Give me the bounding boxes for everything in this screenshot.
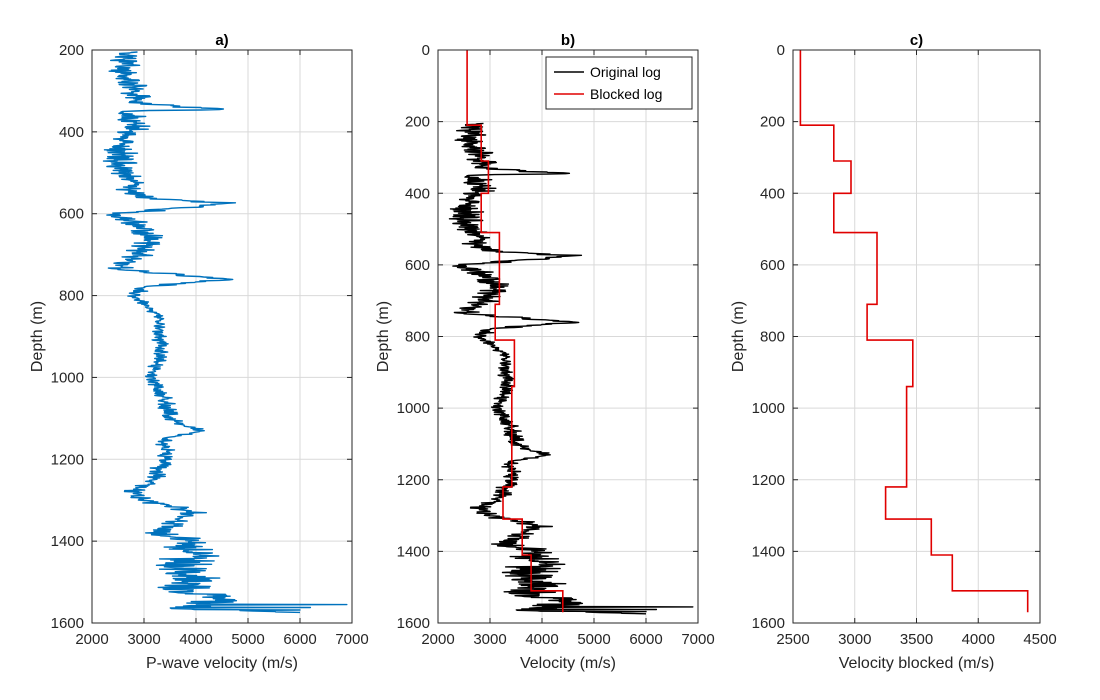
panel-b: 2000 3000 4000 5000 6000 7000 0 200 400 600 800 100… [375,32,715,672]
y-tick-label: 1000 [752,400,785,417]
y-tick-label: 400 [59,124,84,141]
y-tick-label: 1400 [51,533,84,550]
plot-area-a [92,50,352,623]
x-tick-label: 7000 [681,631,714,648]
x-tick-label: 3000 [127,631,160,648]
x-tick-label: 4000 [179,631,212,648]
y-tick-label: 800 [405,329,430,346]
x-tick-label: 6000 [283,631,316,648]
y-tick-label: 1400 [752,543,785,560]
panel-c: 2500 3000 3500 4000 4500 0 200 400 600 800 1000 120… [730,32,1057,672]
x-axis-label: P-wave velocity (m/s) [146,655,298,672]
x-tick-label: 2000 [421,631,454,648]
y-tick-label: 0 [422,42,430,59]
panel-title: c) [910,32,923,49]
y-tick-label: 1400 [397,543,430,560]
y-tick-label: 1000 [51,369,84,386]
x-axis-label: Velocity blocked (m/s) [839,655,995,672]
x-axis-label: Velocity (m/s) [520,655,616,672]
y-tick-label: 400 [405,185,430,202]
x-tick-label: 2000 [75,631,108,648]
y-axis-label: Depth (m) [375,301,392,372]
panel-title: b) [561,32,575,49]
series-line-blocked-velocity [799,50,1029,613]
x-tick-label: 3000 [473,631,506,648]
y-tick-label: 1200 [752,472,785,489]
legend-entry-label: Original log [590,64,661,80]
x-tick-label: 2500 [776,631,809,648]
y-tick-label: 400 [760,185,785,202]
x-tick-label: 3500 [900,631,933,648]
y-tick-label: 1200 [51,451,84,468]
axes-frame-a [91,49,353,624]
panel-title: a) [215,32,228,49]
y-tick-label: 1600 [752,615,785,632]
y-tick-label: 0 [777,42,785,59]
x-tick-label: 5000 [231,631,264,648]
y-axis-label: Depth (m) [730,301,747,372]
legend-box [545,56,693,110]
x-tick-label: 4000 [525,631,558,648]
y-tick-label: 600 [59,206,84,223]
y-tick-label: 1200 [397,472,430,489]
y-tick-label: 200 [405,114,430,131]
panel-a: 2000 3000 4000 5000 6000 7000 200 400 600 800 1000… [29,32,369,672]
series-line-blocked-log [466,50,564,613]
y-tick-label: 600 [405,257,430,274]
y-tick-label: 800 [59,288,84,305]
x-tick-label: 5000 [577,631,610,648]
y-tick-label: 200 [760,114,785,131]
x-tick-label: 7000 [335,631,368,648]
x-tick-label: 3000 [838,631,871,648]
x-tick-label: 4000 [962,631,995,648]
series-line-velocity-log [102,51,348,614]
legend-entry-label: Blocked log [590,86,662,102]
y-axis-label: Depth (m) [29,301,46,372]
y-tick-label: 1000 [397,400,430,417]
y-tick-label: 800 [760,329,785,346]
y-tick-label: 1600 [397,615,430,632]
y-tick-label: 600 [760,257,785,274]
y-tick-label: 200 [59,42,84,59]
y-tick-label: 1600 [51,615,84,632]
x-tick-label: 4500 [1023,631,1056,648]
legend: Original log Blocked log [545,56,693,110]
x-tick-label: 6000 [629,631,662,648]
